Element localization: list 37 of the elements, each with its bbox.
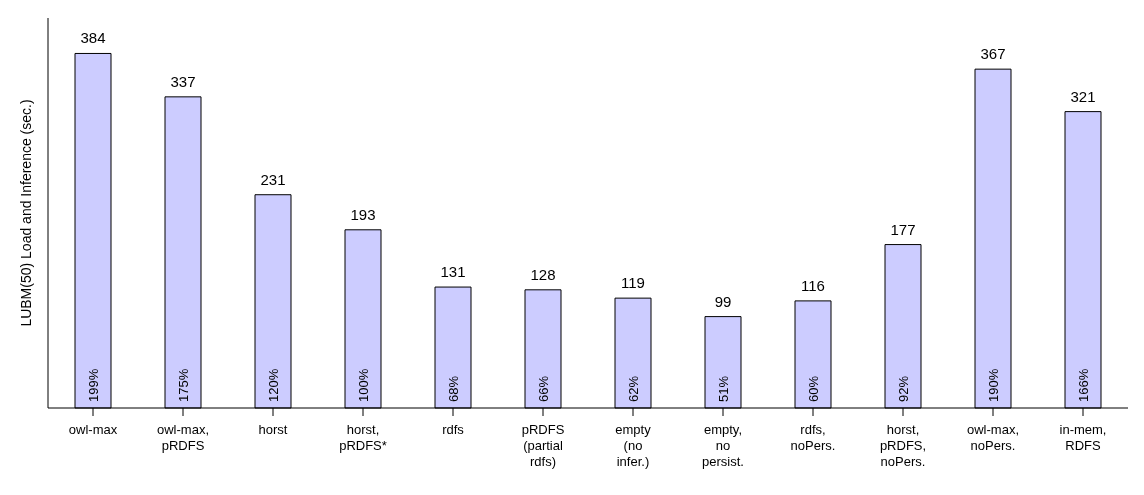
annotation: 199%	[86, 368, 101, 402]
annotation: 190%	[986, 368, 1001, 402]
data-label: 231	[260, 170, 286, 188]
annotation: 166%	[1076, 368, 1091, 402]
annotation: 120%	[266, 368, 281, 402]
x-tick-label: in-mem, RDFS	[1059, 422, 1107, 453]
x-tick-label: rdfs	[442, 422, 465, 437]
annotation: 100%	[356, 368, 371, 402]
data-label: 99	[714, 292, 732, 310]
data-label: 384	[80, 29, 106, 47]
data-label: 193	[350, 205, 376, 223]
x-tick-label: horst, pRDFS*	[339, 422, 387, 453]
data-label: 367	[980, 45, 1006, 63]
annotation: 51%	[716, 375, 731, 402]
x-tick-label: empty, no persist.	[702, 422, 744, 469]
x-tick-label: empty (no infer.)	[615, 422, 652, 469]
x-tick-label: rdfs, noPers.	[790, 422, 836, 453]
x-tick-label: owl-max, noPers.	[966, 422, 1020, 453]
data-label: 116	[801, 276, 825, 294]
x-tick-label: horst, pRDFS, noPers.	[879, 422, 927, 469]
x-tick-label: horst	[258, 422, 288, 437]
data-label: 131	[440, 263, 466, 281]
data-label: 337	[170, 72, 196, 90]
annotation: 62%	[626, 375, 641, 402]
annotation: 68%	[446, 375, 461, 402]
data-label: 321	[1070, 87, 1096, 105]
x-tick-label: owl-max, pRDFS	[156, 422, 210, 453]
annotation: 92%	[896, 375, 911, 402]
data-label: 119	[621, 274, 645, 292]
x-tick-label: pRDFS (partial rdfs)	[521, 422, 565, 469]
x-tick-label: owl-max	[68, 422, 118, 437]
data-label: 177	[890, 220, 916, 238]
annotation: 60%	[806, 375, 821, 402]
annotation: 66%	[536, 375, 551, 402]
data-label: 128	[530, 265, 556, 283]
annotation: 175%	[176, 368, 191, 402]
y-axis-title: LUBM(50) Load and Inference (sec.)	[17, 99, 34, 327]
